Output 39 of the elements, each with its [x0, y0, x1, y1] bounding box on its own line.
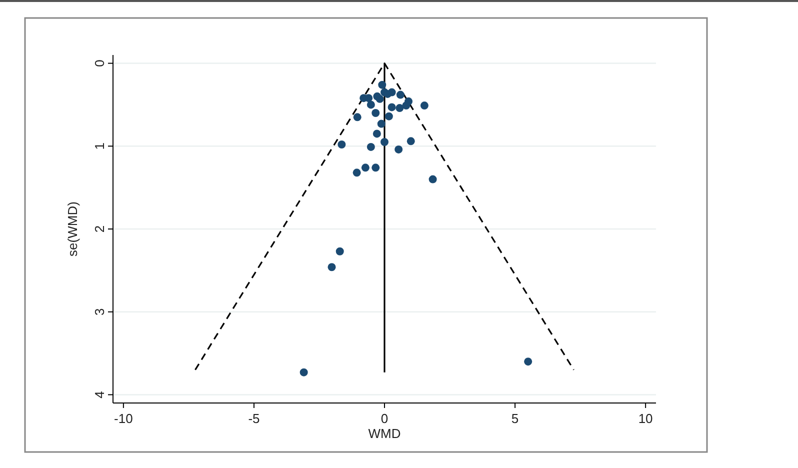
- point: [372, 130, 381, 138]
- point: [377, 120, 386, 128]
- x-axis-title: WMD: [368, 426, 401, 441]
- point: [406, 137, 415, 146]
- y-axis-title: se(WMD): [65, 202, 80, 256]
- point: [378, 80, 386, 89]
- point: [396, 90, 404, 99]
- point: [366, 142, 375, 151]
- y-tick-label: 1: [92, 142, 107, 150]
- x-tick-label: -10: [114, 411, 133, 426]
- x-tick-label: 5: [511, 411, 519, 426]
- point: [524, 358, 532, 366]
- point: [420, 102, 428, 110]
- y-tick-label: 4: [92, 391, 107, 398]
- point: [402, 102, 410, 110]
- point: [376, 94, 384, 103]
- point: [396, 104, 404, 112]
- point: [300, 368, 308, 376]
- x-tick-label: 10: [638, 411, 653, 426]
- point: [394, 145, 403, 154]
- point: [388, 88, 396, 96]
- point: [384, 112, 393, 120]
- point: [388, 103, 396, 112]
- point: [361, 164, 370, 172]
- point: [366, 100, 375, 109]
- point: [338, 140, 346, 148]
- point: [353, 113, 362, 122]
- point: [336, 247, 344, 256]
- point: [372, 109, 380, 117]
- x-tick-label: -5: [248, 411, 260, 426]
- point: [372, 164, 380, 172]
- y-tick-label: 2: [92, 225, 107, 233]
- point: [328, 263, 336, 272]
- point: [352, 168, 361, 177]
- point: [380, 138, 388, 146]
- point: [428, 175, 437, 184]
- x-tick-label: 0: [380, 411, 388, 426]
- y-tick-label: 3: [92, 308, 107, 316]
- y-tick-label: 0: [92, 60, 107, 67]
